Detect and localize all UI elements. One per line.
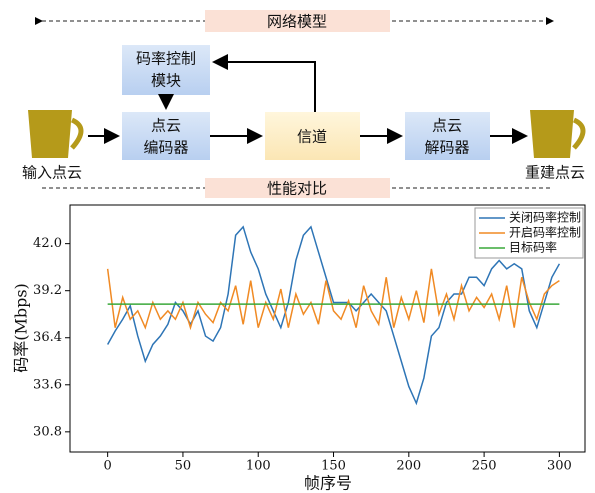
label: 输入点云 bbox=[22, 164, 82, 182]
figure: 网络模型 码率控制 模块 点云 编码器 信道 点云 解码器 输入点云 重建点云 … bbox=[0, 0, 595, 493]
y-tick-label: 36.4 bbox=[33, 330, 62, 345]
legend-label: 目标码率 bbox=[509, 240, 557, 255]
y-tick-label: 33.6 bbox=[33, 377, 62, 392]
chart: 帧序号 码率(Mbps) 0 50 100 150 200 250 300 30.8 33.6 3… bbox=[12, 205, 586, 493]
box-text: 点云 bbox=[432, 117, 462, 135]
legend-label: 开启码率控制 bbox=[509, 225, 581, 240]
series-line bbox=[108, 269, 560, 328]
x-tick-label: 150 bbox=[321, 459, 346, 474]
box-text: 模块 bbox=[151, 72, 181, 90]
x-axis-label: 帧序号 bbox=[304, 474, 352, 493]
label: 重建点云 bbox=[525, 164, 585, 182]
y-tick-label: 39.2 bbox=[33, 283, 62, 298]
box-text: 码率控制 bbox=[136, 50, 196, 68]
x-tick-label: 300 bbox=[547, 459, 572, 474]
banner-text: 性能对比 bbox=[267, 180, 327, 198]
y-axis-label: 码率(Mbps) bbox=[12, 283, 31, 373]
diagram: 网络模型 码率控制 模块 点云 编码器 信道 点云 解码器 输入点云 重建点云 … bbox=[22, 10, 585, 198]
x-tick-label: 0 bbox=[104, 459, 112, 474]
box-text: 信道 bbox=[297, 128, 327, 146]
box-text: 编码器 bbox=[143, 139, 188, 157]
x-tick-label: 50 bbox=[175, 459, 192, 474]
box-text: 解码器 bbox=[424, 139, 469, 157]
banner-text: 网络模型 bbox=[267, 13, 327, 31]
box-text: 点云 bbox=[151, 117, 181, 135]
y-tick-label: 42.0 bbox=[33, 236, 62, 251]
x-tick-label: 200 bbox=[396, 459, 421, 474]
x-tick-label: 250 bbox=[472, 459, 497, 474]
legend-label: 关闭码率控制 bbox=[509, 210, 581, 225]
y-tick-label: 30.8 bbox=[33, 424, 62, 439]
x-tick-label: 100 bbox=[246, 459, 271, 474]
